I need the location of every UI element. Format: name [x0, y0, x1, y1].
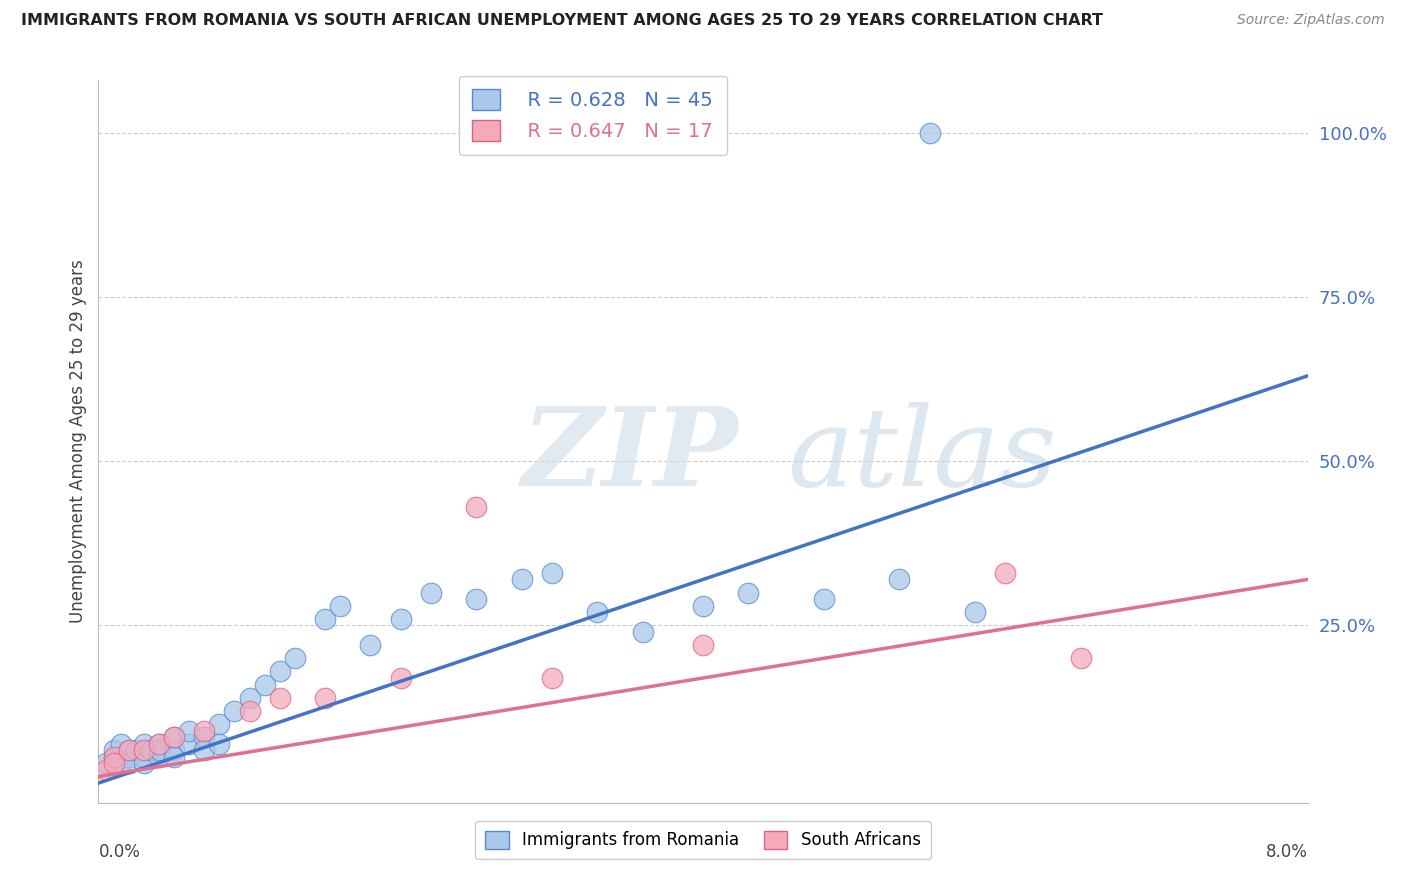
Point: [110, 756, 132, 771]
Point: [239, 704, 262, 718]
Point: [269, 690, 291, 705]
Point: [110, 737, 132, 751]
Point: [148, 737, 170, 751]
Point: [389, 612, 412, 626]
Point: [103, 749, 125, 764]
Point: [208, 717, 231, 731]
Point: [163, 749, 186, 764]
Text: 8.0%: 8.0%: [1265, 843, 1308, 861]
Point: [125, 743, 148, 757]
Point: [239, 690, 262, 705]
Point: [253, 677, 276, 691]
Point: [141, 743, 163, 757]
Point: [420, 585, 443, 599]
Point: [193, 723, 215, 738]
Point: [132, 756, 155, 771]
Point: [737, 585, 759, 599]
Point: [163, 730, 186, 744]
Point: [540, 566, 562, 580]
Point: [465, 500, 488, 515]
Point: [163, 743, 186, 757]
Point: [208, 737, 231, 751]
Point: [510, 573, 533, 587]
Point: [118, 749, 141, 764]
Point: [360, 638, 382, 652]
Point: [94, 763, 117, 777]
Point: [918, 126, 941, 140]
Point: [193, 743, 215, 757]
Point: [314, 690, 336, 705]
Point: [994, 566, 1017, 580]
Point: [94, 756, 117, 771]
Point: [329, 599, 352, 613]
Point: [269, 665, 291, 679]
Point: [193, 730, 215, 744]
Point: [163, 730, 186, 744]
Point: [103, 756, 125, 771]
Legend: Immigrants from Romania, South Africans: Immigrants from Romania, South Africans: [475, 821, 931, 860]
Point: [692, 638, 714, 652]
Point: [179, 723, 201, 738]
Text: atlas: atlas: [787, 402, 1057, 509]
Point: [389, 671, 412, 685]
Point: [148, 743, 170, 757]
Point: [813, 592, 835, 607]
Point: [661, 126, 683, 140]
Point: [179, 737, 201, 751]
Point: [148, 737, 170, 751]
Point: [118, 743, 141, 757]
Text: ZIP: ZIP: [522, 402, 738, 509]
Point: [314, 612, 336, 626]
Point: [540, 671, 562, 685]
Point: [132, 743, 155, 757]
Point: [118, 756, 141, 771]
Point: [148, 749, 170, 764]
Point: [465, 592, 488, 607]
Point: [103, 749, 125, 764]
Point: [586, 605, 609, 619]
Point: [224, 704, 246, 718]
Text: IMMIGRANTS FROM ROMANIA VS SOUTH AFRICAN UNEMPLOYMENT AMONG AGES 25 TO 29 YEARS : IMMIGRANTS FROM ROMANIA VS SOUTH AFRICAN…: [21, 13, 1104, 29]
Text: Source: ZipAtlas.com: Source: ZipAtlas.com: [1237, 13, 1385, 28]
Point: [1070, 651, 1092, 665]
Point: [889, 573, 911, 587]
Point: [132, 749, 155, 764]
Point: [692, 599, 714, 613]
Point: [132, 737, 155, 751]
Point: [284, 651, 307, 665]
Point: [965, 605, 987, 619]
Y-axis label: Unemployment Among Ages 25 to 29 years: Unemployment Among Ages 25 to 29 years: [69, 260, 87, 624]
Point: [118, 743, 141, 757]
Text: 0.0%: 0.0%: [98, 843, 141, 861]
Point: [103, 743, 125, 757]
Point: [631, 625, 654, 640]
